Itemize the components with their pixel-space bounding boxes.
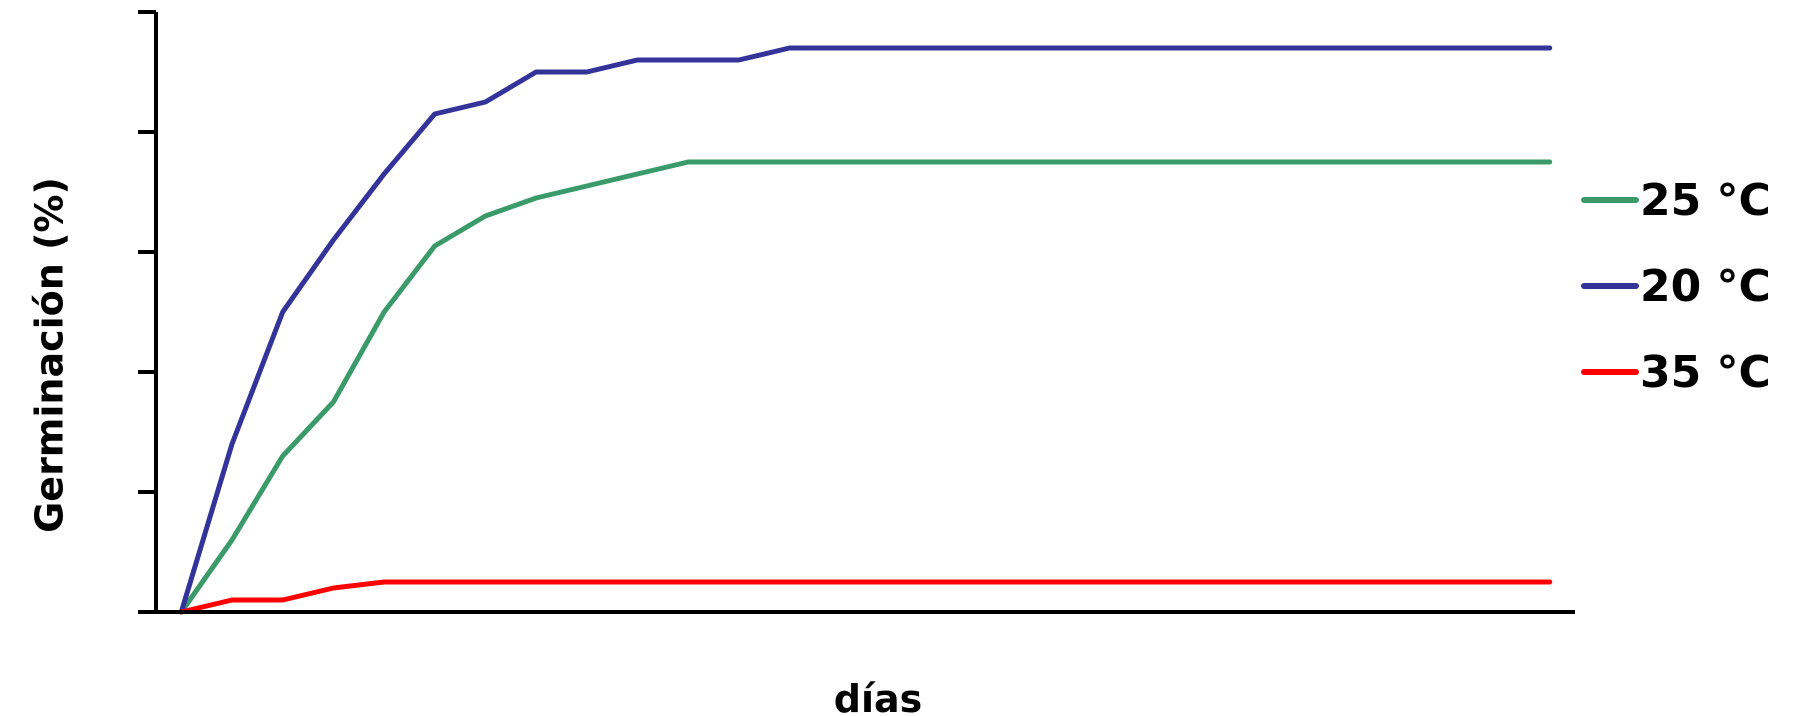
y-tick-layer [138, 10, 156, 614]
series-line-1 [178, 45, 1553, 615]
x-axis-title: días [834, 677, 923, 716]
series-line-2 [178, 579, 1553, 615]
series-layer [178, 45, 1553, 615]
series-line-0 [178, 159, 1553, 615]
legend-label-2: 35 °C [1640, 347, 1771, 398]
y-axis-title: Germinación (%) [28, 177, 72, 533]
legend-label-1: 20 °C [1640, 261, 1771, 312]
legend: 25 °C 20 °C 35 °C [1581, 175, 1771, 398]
legend-label-0: 25 °C [1640, 175, 1771, 226]
